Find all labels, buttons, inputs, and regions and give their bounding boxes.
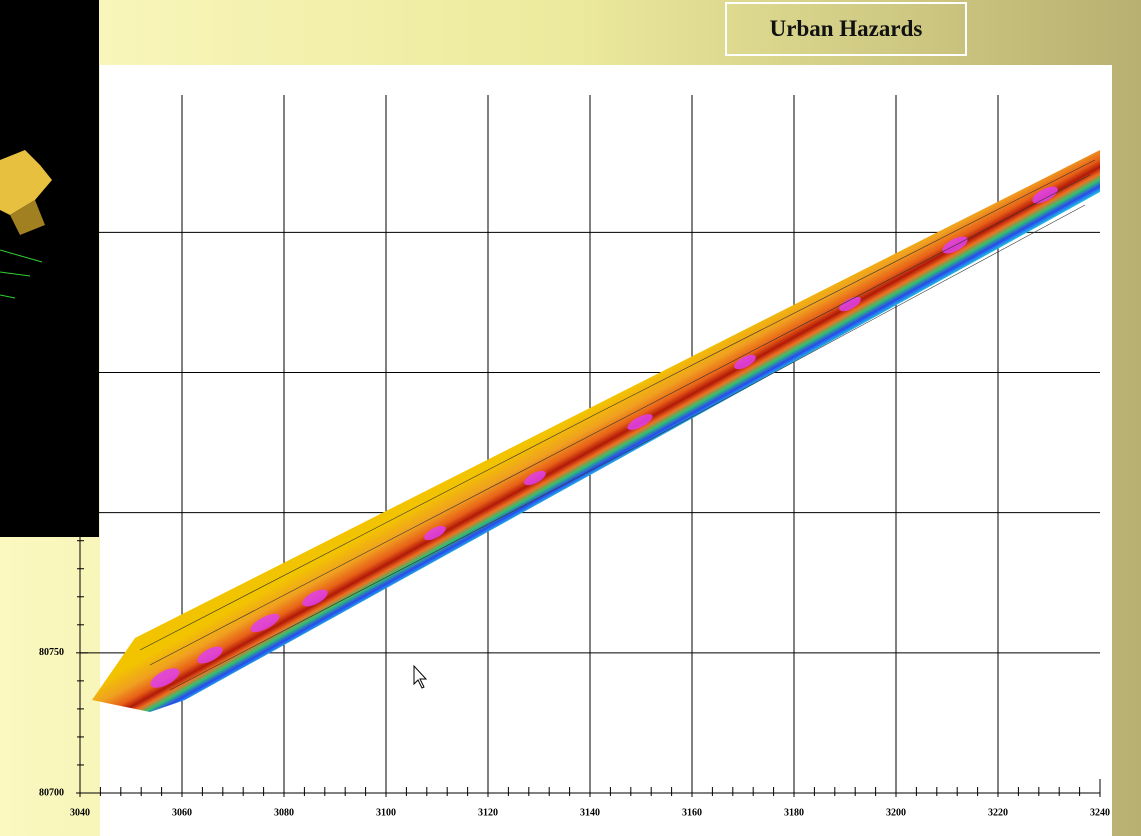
x-tick-label: 3080 (274, 807, 294, 818)
x-tick-label: 3140 (580, 807, 600, 818)
y-tick-label: 80750 (39, 647, 64, 658)
slide-title: Urban Hazards (725, 2, 967, 56)
x-tick-label: 3160 (682, 807, 702, 818)
x-tick-label: 3200 (886, 807, 906, 818)
x-tick-label: 3120 (478, 807, 498, 818)
survey-band (92, 150, 1100, 712)
contours (139, 159, 1096, 691)
x-tick-label: 3220 (988, 807, 1008, 818)
x-tick-label: 3040 (70, 807, 90, 818)
x-tick-label: 3180 (784, 807, 804, 818)
x-tick-label: 3240 (1090, 807, 1110, 818)
inset-image (0, 0, 99, 537)
mouse-cursor (413, 664, 428, 689)
x-tick-label: 3100 (376, 807, 396, 818)
x-tick-label: 3060 (172, 807, 192, 818)
y-tick-label: 80700 (39, 787, 64, 798)
anomalies (150, 186, 1058, 688)
